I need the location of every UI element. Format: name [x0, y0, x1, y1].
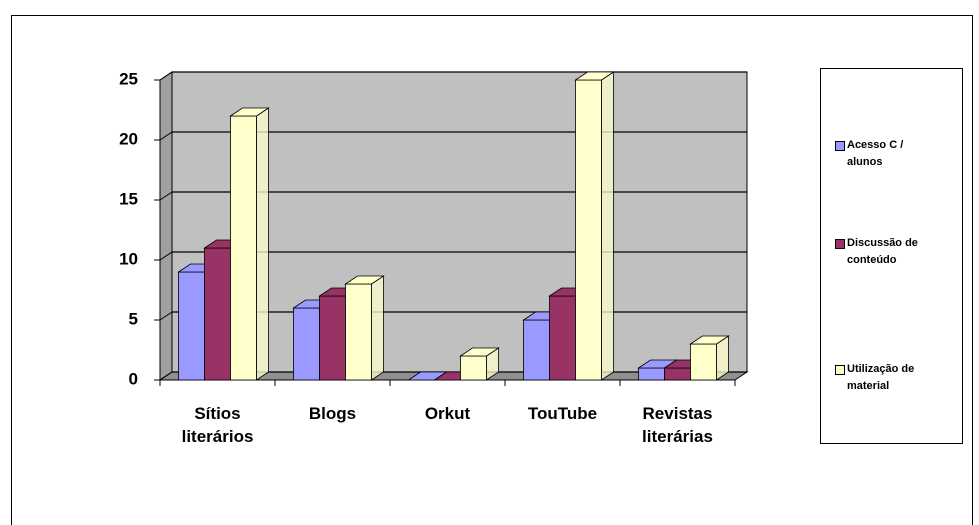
x-tick-label: Blogs [308, 404, 357, 423]
legend-swatch [835, 141, 845, 151]
bar [229, 107, 270, 381]
bar-top [344, 275, 385, 285]
grid-line-side [159, 251, 173, 261]
y-tick-label: 25 [119, 69, 138, 88]
bar-front [345, 283, 372, 381]
x-tick-label: TouTube [527, 404, 598, 423]
bar-top [459, 347, 500, 357]
bar-front [293, 307, 320, 381]
bar-front [319, 295, 346, 381]
bar-top [689, 335, 730, 345]
legend-label: Discussão de conteúdo [847, 237, 918, 266]
bar-top [229, 107, 270, 117]
legend-label: Acesso C / alunos [847, 139, 904, 168]
bar [459, 347, 500, 381]
x-tick-label: Orkut [424, 404, 471, 423]
bar-front [549, 295, 576, 381]
legend-swatch [835, 365, 845, 375]
grid-line-side [159, 71, 173, 81]
x-tick-label: Sítios literários [181, 404, 254, 446]
bar-side [601, 71, 614, 381]
y-tick-label: 5 [129, 309, 138, 328]
bar-front [690, 343, 717, 381]
bar-side [256, 107, 269, 381]
bar [344, 275, 385, 381]
y-tick-label: 15 [119, 189, 138, 208]
grid-line-side [159, 311, 173, 321]
bar-front [230, 115, 257, 381]
bar-side [371, 275, 384, 381]
grid-line-side [159, 371, 173, 381]
grid-line-side [159, 131, 173, 141]
bar-front [204, 247, 231, 381]
bar-front [460, 355, 487, 381]
y-tick-label: 10 [119, 249, 138, 268]
bar-front [575, 79, 602, 381]
legend-label: Utilização de material [847, 363, 915, 392]
bar-top [574, 71, 615, 81]
bar-front [178, 271, 205, 381]
y-tick-label: 20 [119, 129, 138, 148]
bar [689, 335, 730, 381]
side-wall [159, 71, 173, 381]
y-tick-label: 0 [129, 369, 138, 388]
bar-front [523, 319, 550, 381]
x-tick-label: Revistas literárias [642, 404, 713, 446]
bar-front [638, 367, 665, 381]
legend-swatch [835, 239, 845, 249]
chart-frame [11, 15, 973, 525]
bar-front [664, 367, 691, 381]
legend: Acesso C / alunos Discussão de conteúdo Ut… [820, 68, 963, 444]
grid-line-side [159, 191, 173, 201]
bar [574, 71, 615, 381]
